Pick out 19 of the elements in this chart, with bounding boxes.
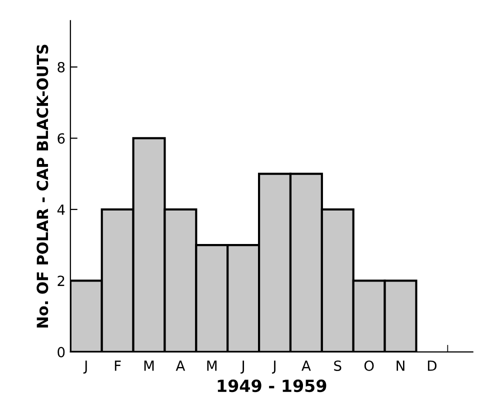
x-tick-label: J bbox=[83, 360, 87, 374]
y-axis-title: No. OF POLAR - CAP BLACK-OUTS bbox=[36, 44, 48, 328]
x-tick-label: A bbox=[302, 360, 311, 371]
x-tick-label: N bbox=[396, 360, 404, 371]
x-tick-label: J bbox=[240, 360, 244, 374]
y-tick-label: 6 bbox=[58, 133, 65, 144]
y-tick-label: 8 bbox=[58, 62, 65, 72]
x-tick-label: S bbox=[334, 360, 342, 371]
y-tick-label: 4 bbox=[57, 204, 65, 215]
x-axis-title: 1949 - 1959 bbox=[218, 380, 326, 392]
y-tick-label: 2 bbox=[58, 276, 64, 286]
x-tick-label: D bbox=[428, 360, 436, 371]
x-tick-label: J bbox=[272, 360, 276, 374]
x-tick-label: M bbox=[207, 360, 217, 371]
x-tick-label: A bbox=[176, 360, 186, 371]
x-tick-label: F bbox=[114, 360, 121, 371]
x-tick-label: O bbox=[364, 360, 374, 371]
y-tick-label: 0 bbox=[58, 346, 65, 358]
x-tick-label: M bbox=[144, 360, 154, 371]
